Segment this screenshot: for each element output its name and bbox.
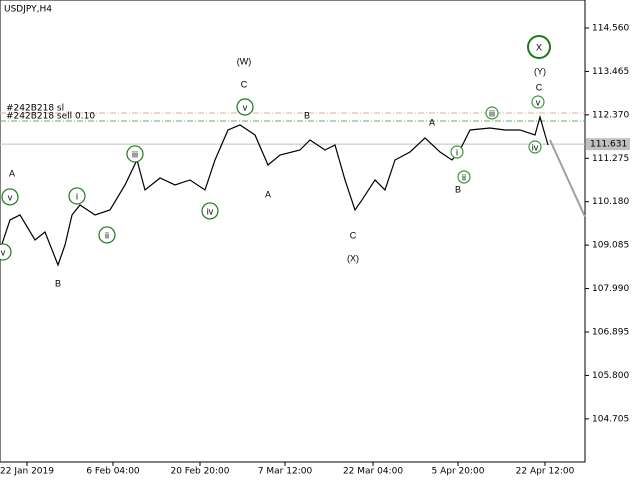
x-tick-label: 22 Mar 04:00 — [343, 467, 403, 477]
wave-label: (Y) — [534, 66, 546, 76]
wave-label: C — [350, 230, 357, 240]
wave-label: B — [455, 184, 461, 194]
wave-circle — [485, 106, 499, 120]
wave-circle — [126, 145, 144, 163]
wave-label: iii — [489, 108, 495, 118]
wave-circle — [1, 188, 19, 206]
y-tick-label: 107.990 — [592, 284, 629, 294]
wave-label: B — [55, 278, 61, 288]
x-tick-label: 6 Feb 04:00 — [86, 467, 140, 477]
wave-circle — [457, 170, 471, 184]
wave-circle — [68, 187, 86, 205]
wave-circle — [527, 34, 551, 59]
price-line — [549, 139, 586, 218]
y-tick-label: 111.275 — [592, 154, 629, 164]
wave-circle — [531, 95, 545, 109]
wave-circle — [201, 202, 219, 220]
wave-label: v — [1, 247, 6, 257]
wave-label: v — [8, 192, 13, 202]
symbol: USDJPY,H4 — [4, 5, 52, 15]
y-tick-label: 113.465 — [592, 67, 629, 77]
order-label: #242B218 sell 0.10 — [6, 112, 95, 122]
y-tick-label: 110.180 — [592, 197, 629, 207]
x-tick-label: 7 Mar 12:00 — [258, 467, 313, 477]
y-tick-label: 112.370 — [592, 110, 629, 120]
wave-circle — [0, 243, 12, 261]
wave-circle — [236, 98, 254, 116]
wave-circle — [98, 226, 116, 244]
wave-label: A — [9, 168, 15, 178]
order-label: #242B218 sl — [6, 103, 64, 113]
wave-label: X — [536, 42, 542, 52]
wave-label: (X) — [347, 253, 359, 263]
y-tick-label: 105.800 — [592, 371, 629, 381]
wave-label: A — [265, 189, 271, 199]
plot-frame — [0, 0, 586, 463]
wave-label: v — [536, 97, 541, 107]
wave-label: iv — [532, 142, 539, 152]
wave-label: ii — [105, 230, 109, 240]
wave-label: iv — [207, 206, 214, 216]
wave-label: (W) — [237, 56, 252, 66]
x-tick-label: 20 Feb 20:00 — [170, 467, 229, 477]
x-tick-label: 5 Apr 20:00 — [432, 467, 485, 477]
wave-label: ii — [462, 172, 466, 182]
x-tick-label: 22 Jan 2019 — [0, 467, 54, 477]
wave-label: A — [429, 117, 435, 127]
y-tick-label: 104.705 — [592, 414, 629, 424]
y-tick-label: 114.560 — [592, 24, 629, 34]
wave-label: v — [243, 102, 248, 112]
current-price-box — [586, 138, 630, 151]
y-tick-label: 109.085 — [592, 241, 629, 251]
y-tick-label: 106.895 — [592, 327, 629, 337]
wave-circle — [528, 140, 542, 154]
wave-label: C — [241, 79, 248, 89]
wave-circle — [450, 145, 464, 159]
wave-label: i — [456, 147, 458, 157]
wave-label: B — [304, 110, 310, 120]
current-price-label: 111.631 — [590, 140, 627, 150]
wave-label: i — [76, 191, 78, 201]
x-tick-label: 22 Apr 12:00 — [516, 467, 575, 477]
wave-label: iii — [132, 149, 138, 159]
wave-label: C — [536, 82, 543, 92]
